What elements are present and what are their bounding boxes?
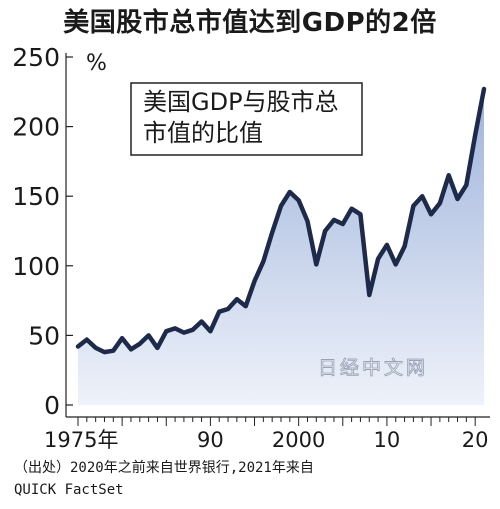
source-note: （出处）2020年之前来自世界银行,2021年来自 QUICK FactSet [14,460,314,498]
x-tick-label: 20 [462,428,489,452]
y-tick-label: 50 [28,321,60,350]
y-tick-label: 0 [44,391,60,420]
annotation-text: 市值的比值 [143,119,263,147]
y-unit-label: % [86,51,107,76]
chart-title: 美国股市总市值达到GDP的2倍 [63,8,437,38]
watermark-text: 日经中文网 [318,357,428,379]
x-tick-label: 90 [197,428,224,452]
x-tick-label: 1975年 [44,428,118,452]
y-tick-label: 200 [12,113,60,142]
series-area-fill [78,89,484,405]
x-tick-label: 10 [374,428,401,452]
y-tick-label: 100 [12,252,60,281]
y-tick-label: 150 [12,182,60,211]
x-tick-label: 2000 [272,428,325,452]
y-tick-label: 250 [12,43,60,72]
annotation-text: 美国GDP与股市总 [143,88,339,116]
annotation-box [130,82,363,156]
